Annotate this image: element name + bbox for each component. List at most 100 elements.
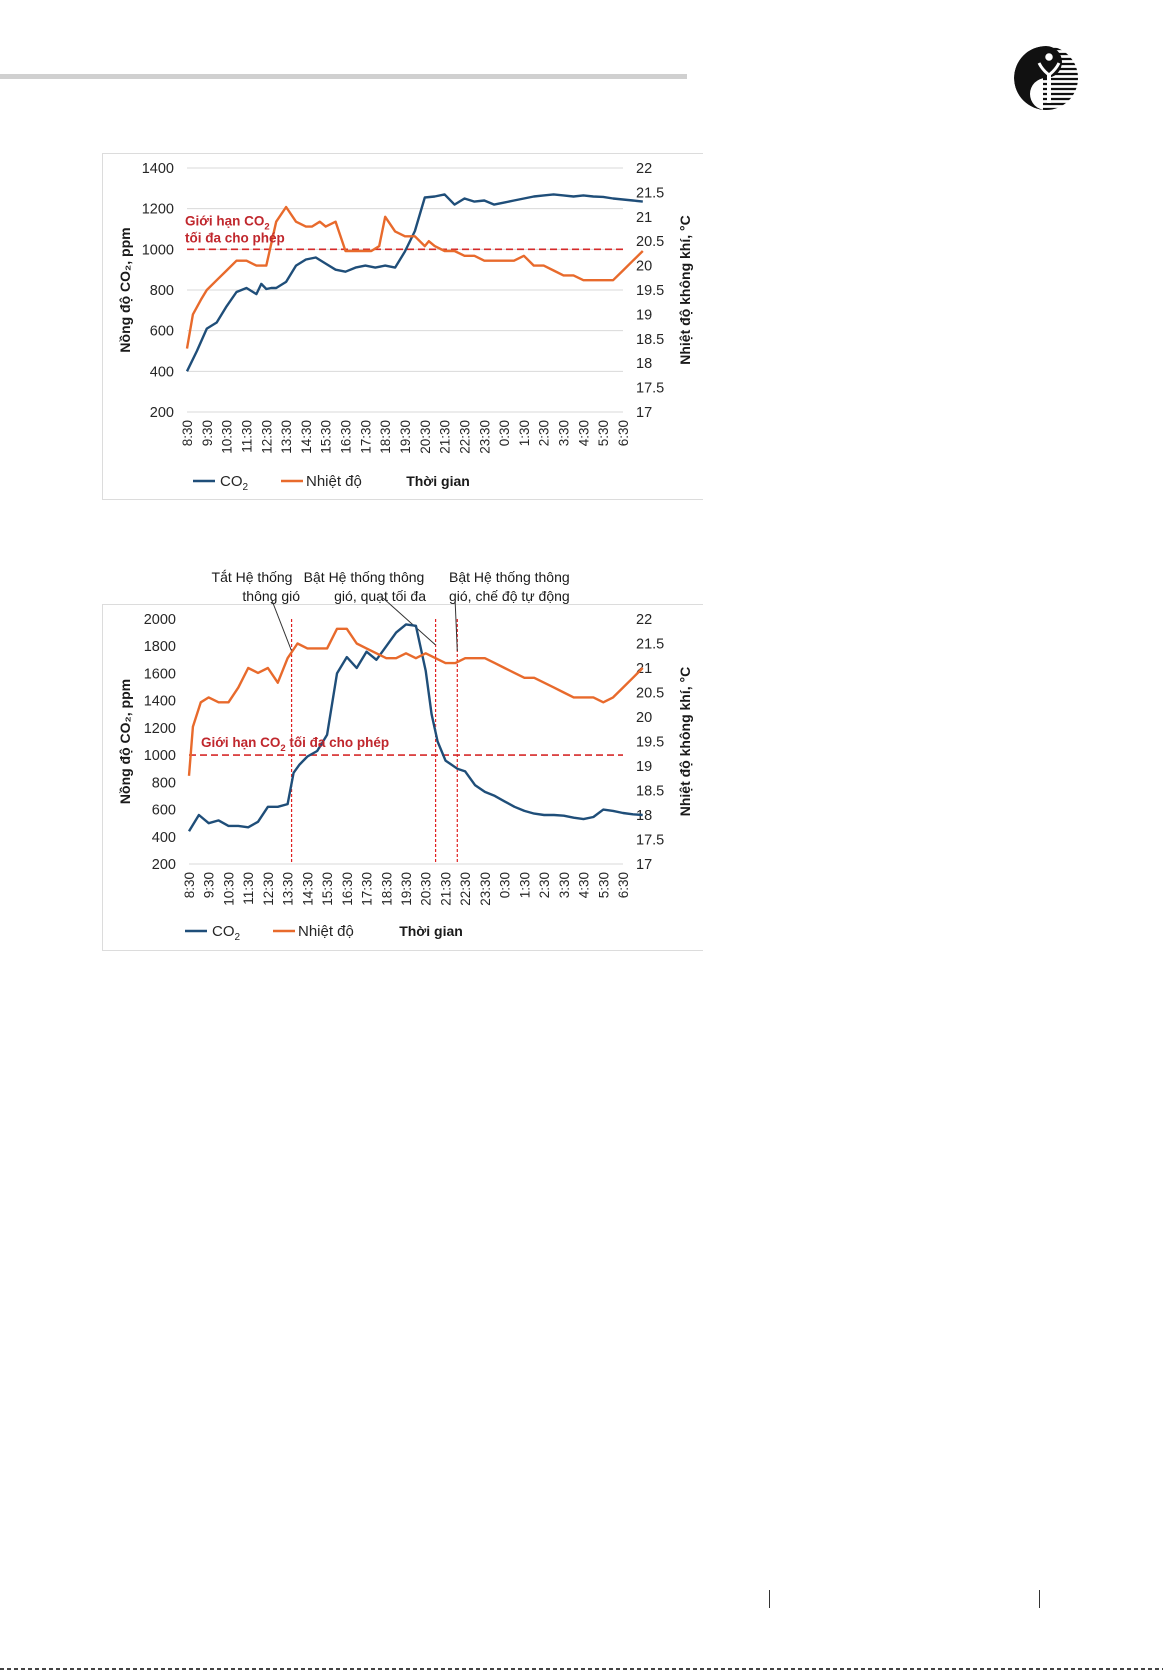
- y2-tick-label: 18: [636, 356, 652, 372]
- x-tick-label: 18:30: [378, 420, 393, 454]
- x-tick-label: 6:30: [616, 872, 631, 898]
- y-tick-label: 1600: [144, 666, 176, 682]
- y-tick-label: 1200: [142, 202, 174, 218]
- legend-co2-label: CO2: [212, 923, 241, 943]
- x-tick-label: 2:30: [537, 420, 552, 446]
- event-callout-auto-mode-line1: Bật Hệ thống thông: [449, 569, 570, 585]
- footer-separator: [769, 1590, 770, 1608]
- x-tick-label: 23:30: [478, 872, 493, 906]
- y-tick-label: 2000: [144, 612, 176, 628]
- chart2-svg: 200 400 600 800 1000 1200 1400 1600 1800 2000 17 17…: [117, 597, 693, 943]
- y2-tick-label: 17.5: [636, 833, 664, 849]
- y2-tick-label: 19: [636, 759, 652, 775]
- x-tick-label: 15:30: [319, 420, 334, 454]
- page-bottom-rule: [0, 1668, 1163, 1670]
- y2-tick-label: 17: [636, 405, 652, 421]
- x-tick-label: 16:30: [339, 420, 354, 454]
- x-tick-label: 6:30: [616, 420, 631, 446]
- x-tick-label: 12:30: [261, 872, 276, 906]
- co2-limit-label: Giới hạn CO2: [185, 213, 270, 232]
- y-tick-label: 800: [152, 775, 176, 791]
- y-tick-label: 1000: [142, 242, 174, 258]
- x-tick-label: 4:30: [577, 872, 592, 898]
- x-axis-title: Thời gian: [399, 923, 463, 939]
- y2-tick-label: 18.5: [636, 332, 664, 348]
- y2-tick-label: 21: [636, 661, 652, 677]
- y-tick-label: 1000: [144, 748, 176, 764]
- x-tick-label: 15:30: [320, 872, 335, 906]
- x-tick-label: 10:30: [221, 872, 236, 906]
- y2-tick-label: 21.5: [636, 637, 664, 653]
- x-tick-label: 9:30: [202, 872, 217, 898]
- x-tick-label: 21:30: [438, 872, 453, 906]
- x-tick-label: 22:30: [458, 872, 473, 906]
- x-tick-label: 22:30: [457, 420, 472, 454]
- event-callout-ventilation-off: Tắt Hệ thống thông gió: [196, 568, 308, 606]
- x-tick-label: 11:30: [241, 872, 256, 905]
- y2-tick-label: 19.5: [636, 735, 664, 751]
- x-tick-label: 4:30: [576, 420, 591, 446]
- y-tick-label: 1400: [142, 161, 174, 177]
- co2-limit-label: Giới hạn CO2 tối đa cho phép: [201, 735, 389, 754]
- x-tick-label: 1:30: [517, 420, 532, 446]
- x-tick-label: 11:30: [239, 420, 254, 453]
- x-tick-label: 3:30: [557, 420, 572, 446]
- event-callout-ventilation-off-line2: thông gió: [242, 588, 300, 604]
- event-callout-leader: [382, 597, 436, 646]
- y-tick-label: 200: [150, 405, 174, 421]
- legend-temperature-label: Nhiệt độ: [306, 473, 362, 490]
- x-tick-label: 17:30: [360, 872, 375, 906]
- x-axis-title: Thời gian: [406, 473, 470, 489]
- y-tick-label: 1400: [144, 694, 176, 710]
- y2-tick-label: 19: [636, 307, 652, 323]
- event-callout-auto-mode: Bật Hệ thống thông gió, chế độ tự động: [449, 568, 589, 606]
- x-tick-label: 5:30: [596, 872, 611, 898]
- y2-axis-title: Nhiệt độ không khí, °C: [677, 215, 693, 364]
- publisher-logo: [1014, 46, 1078, 110]
- y-tick-label: 800: [150, 283, 174, 299]
- x-tick-label: 0:30: [498, 872, 513, 898]
- x-tick-label: 19:30: [399, 872, 414, 906]
- event-callout-auto-mode-line2: gió, chế độ tự động: [449, 588, 570, 604]
- event-callout-leader: [454, 597, 458, 652]
- x-tick-label: 13:30: [279, 420, 294, 454]
- header-rule: [0, 74, 687, 79]
- y-tick-label: 600: [150, 324, 174, 340]
- x-tick-label: 17:30: [358, 420, 373, 454]
- temperature-series-line: [185, 205, 644, 349]
- x-tick-label: 1:30: [517, 872, 532, 898]
- x-tick-label: 16:30: [340, 872, 355, 906]
- legend-temperature-label: Nhiệt độ: [298, 923, 354, 940]
- y-tick-label: 1200: [144, 721, 176, 737]
- y-tick-label: 600: [152, 803, 176, 819]
- y2-tick-label: 17: [636, 857, 652, 873]
- x-tick-label: 2:30: [537, 872, 552, 898]
- y2-tick-label: 19.5: [636, 283, 664, 299]
- legend-co2-label: CO2: [220, 473, 249, 493]
- event-callout-max-fan-line2: gió, quạt tối đa: [334, 588, 426, 604]
- event-callout-ventilation-off-line1: Tắt Hệ thống: [211, 569, 293, 585]
- temperature-series-line: [187, 627, 644, 776]
- y2-tick-label: 20: [636, 259, 652, 275]
- event-callout-leader: [270, 597, 293, 652]
- y2-tick-label: 18.5: [636, 784, 664, 800]
- x-tick-label: 5:30: [596, 420, 611, 446]
- x-tick-label: 14:30: [300, 872, 315, 906]
- co2-temperature-chart-2: 200 400 600 800 1000 1200 1400 1600 1800 2000 17 17…: [102, 597, 703, 951]
- event-callout-max-fan-line1: Bật Hệ thống thông: [303, 569, 425, 585]
- x-tick-label: 14:30: [299, 420, 314, 454]
- y-tick-label: 400: [152, 830, 176, 846]
- y2-tick-label: 20.5: [636, 686, 664, 702]
- event-callout-max-fan: Bật Hệ thống thông gió, quạt tối đa: [300, 568, 428, 606]
- y2-tick-label: 21: [636, 210, 652, 226]
- y2-tick-label: 20.5: [636, 234, 664, 250]
- x-tick-label: 19:30: [398, 420, 413, 454]
- x-tick-label: 13:30: [281, 872, 296, 906]
- chart1-svg: 200 400 600 800 1000 1200 1400 17 17.5 18 18.5 19 19…: [117, 161, 693, 493]
- y2-tick-label: 18: [636, 808, 652, 824]
- x-tick-label: 9:30: [200, 420, 215, 446]
- y-tick-label: 1800: [144, 639, 176, 655]
- x-tick-label: 23:30: [477, 420, 492, 454]
- x-tick-label: 3:30: [557, 872, 572, 898]
- x-tick-label: 8:30: [182, 872, 197, 898]
